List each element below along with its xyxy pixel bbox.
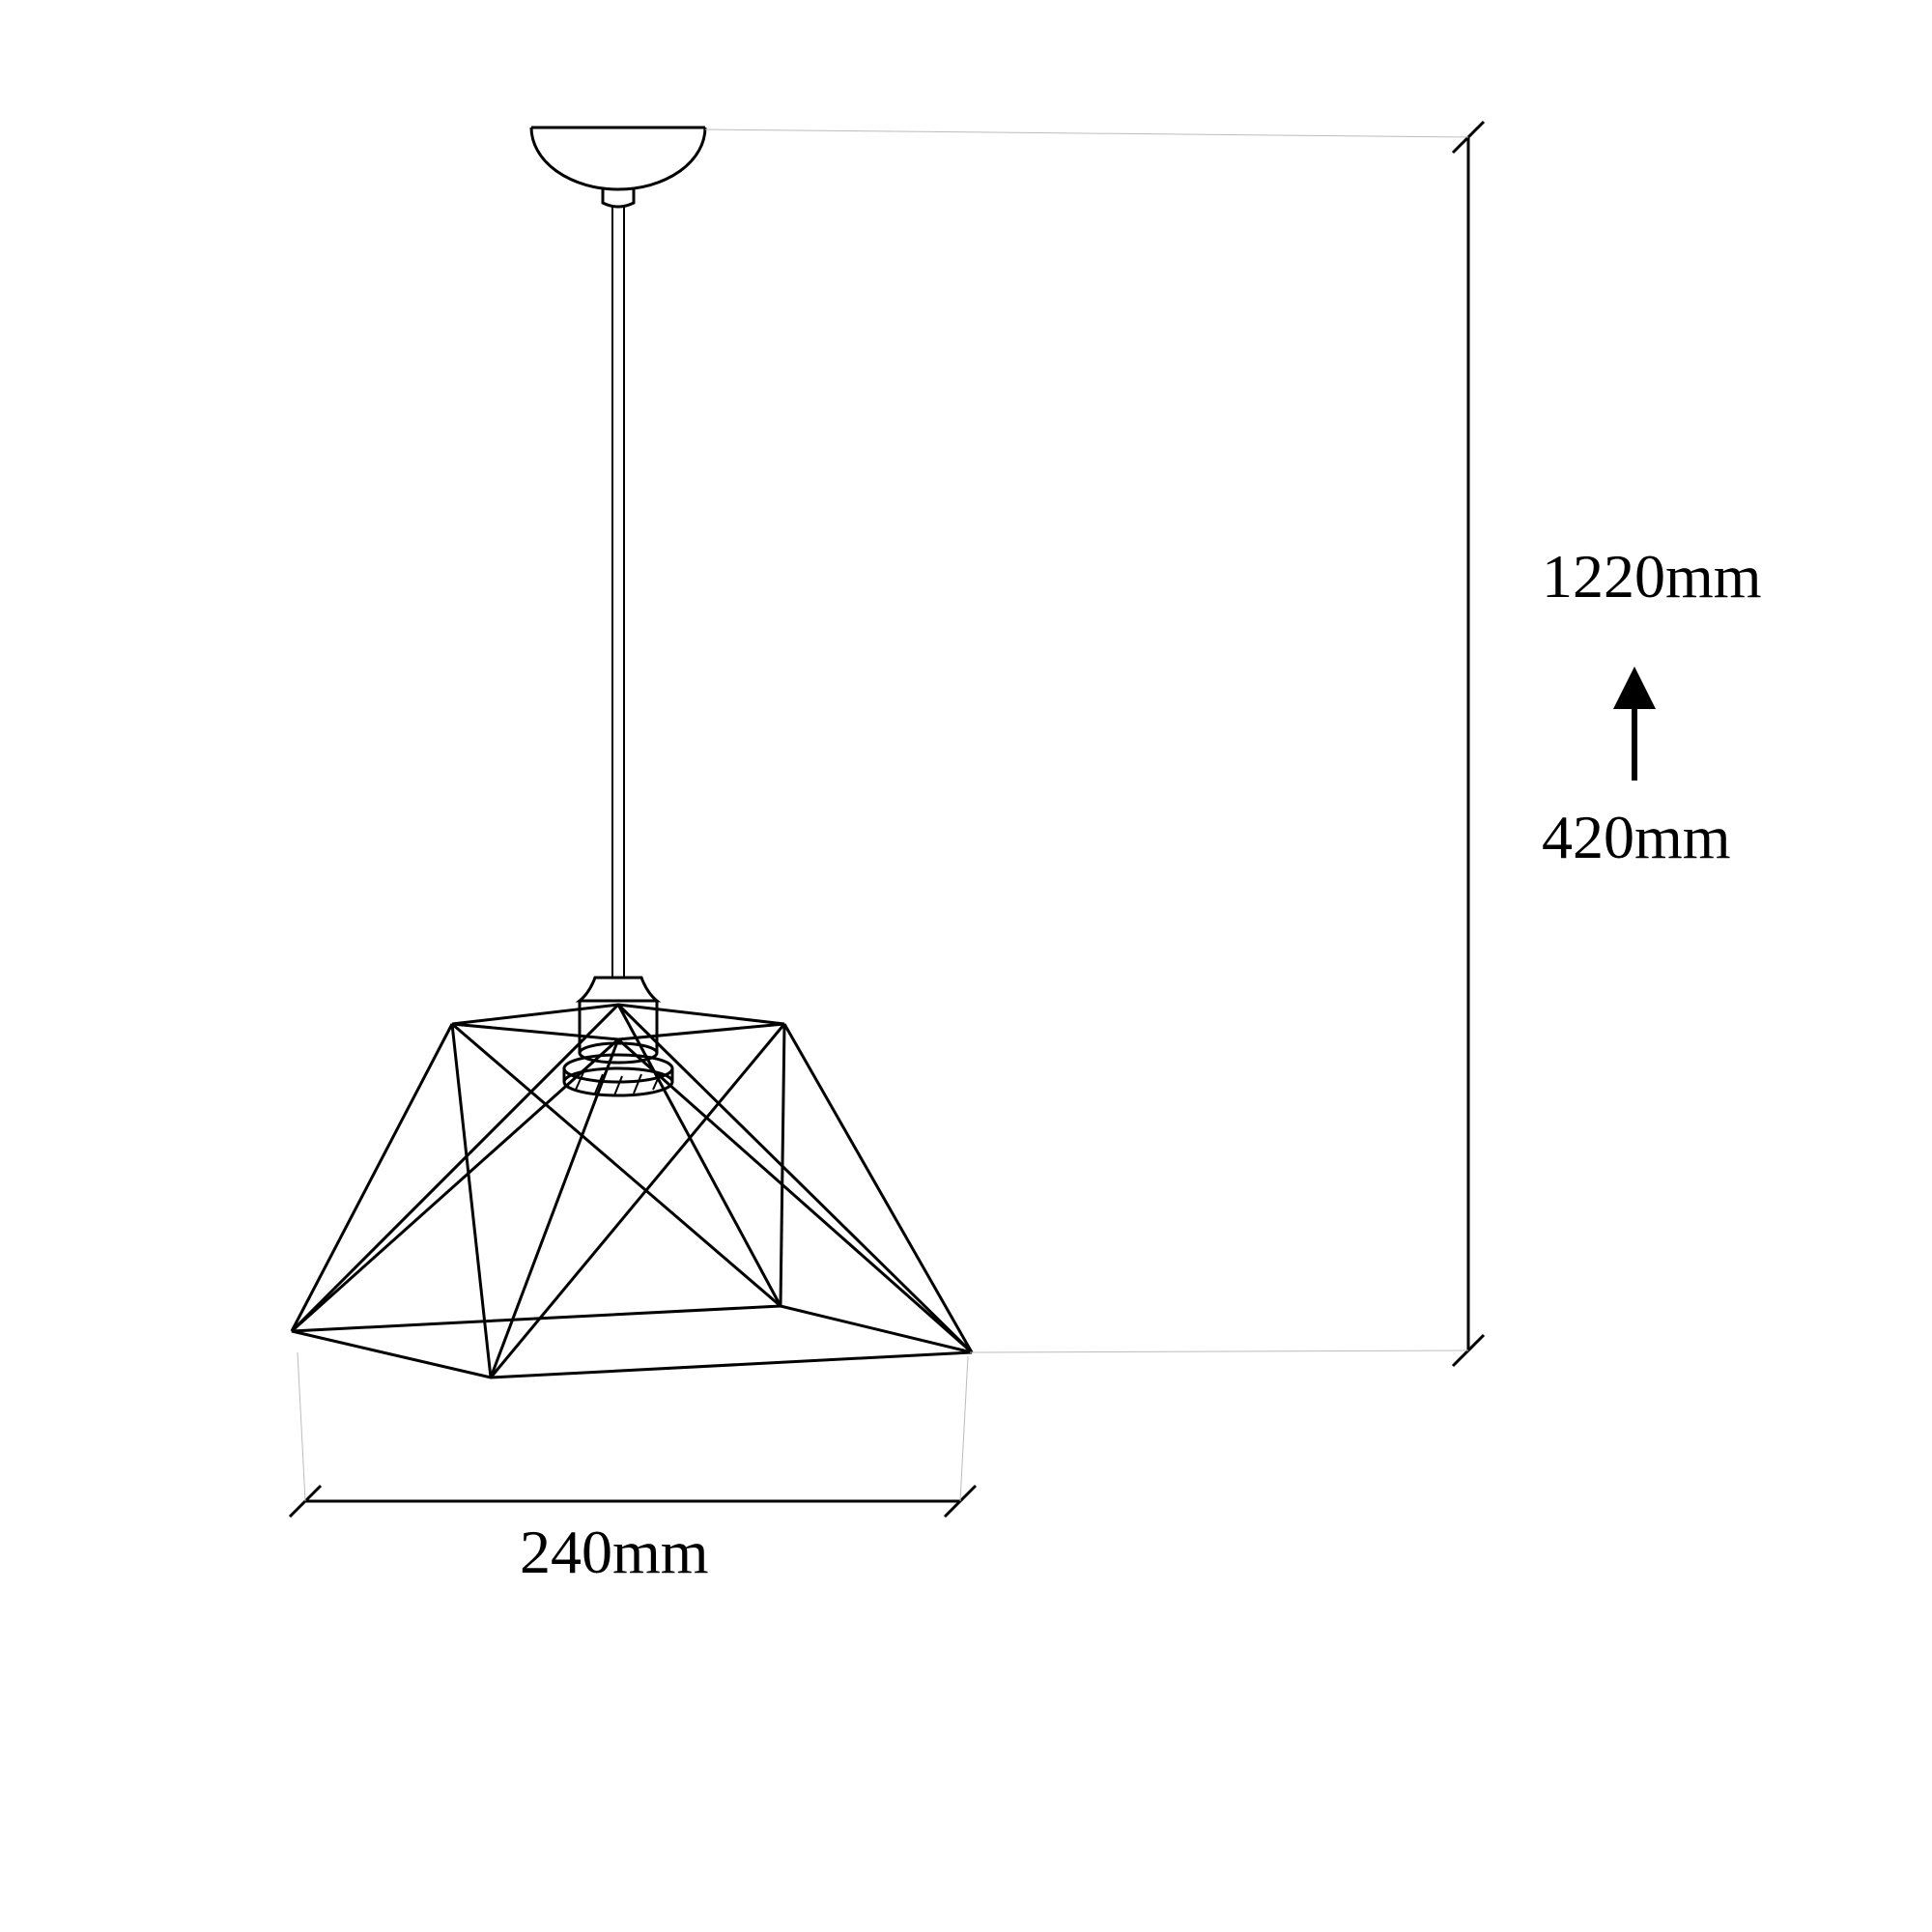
height-min-label: 420mm	[1542, 802, 1731, 873]
range-arrow	[1613, 667, 1656, 781]
width-dimension	[290, 1352, 976, 1517]
height-dimension	[705, 122, 1484, 1366]
drawing-svg	[0, 0, 1932, 1932]
technical-drawing: 240mm 1220mm 420mm	[0, 0, 1932, 1932]
ceiling-canopy	[531, 128, 705, 207]
height-max-label: 1220mm	[1542, 541, 1762, 612]
width-label: 240mm	[520, 1517, 709, 1588]
cord	[612, 205, 624, 978]
